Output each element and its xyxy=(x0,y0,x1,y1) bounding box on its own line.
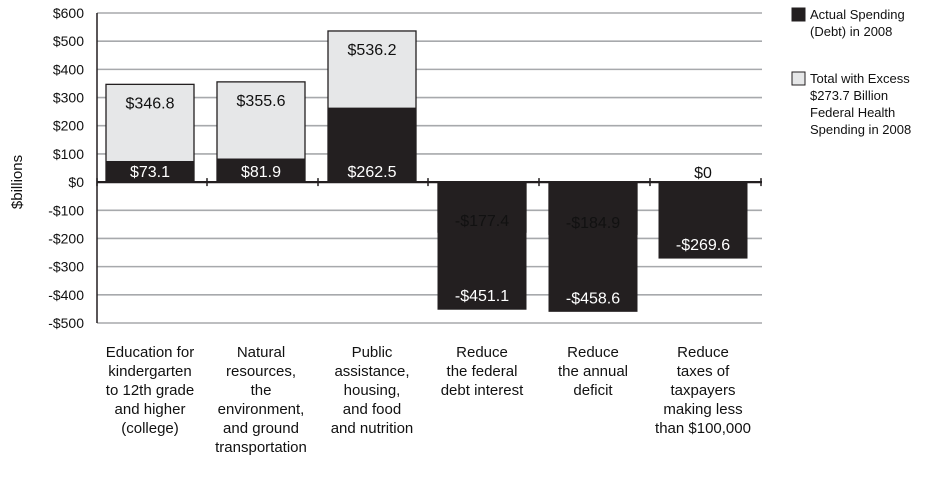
gridlines xyxy=(97,12,762,324)
y-tick-label: -$200 xyxy=(48,230,84,246)
bar-actual xyxy=(548,181,638,312)
category-label: Education for kindergarten to 12th grade an… xyxy=(106,344,194,437)
y-tick-label: $100 xyxy=(53,146,84,162)
bar-actual xyxy=(437,181,527,310)
data-label-actual: $262.5 xyxy=(348,164,397,181)
y-tick-label: $400 xyxy=(53,61,84,77)
y-tick-label: -$400 xyxy=(48,287,84,303)
data-label-actual: -$269.6 xyxy=(676,237,730,254)
legend-swatch-actual xyxy=(791,7,806,22)
legend: Actual Spending (Debt) in 2008 Total with … xyxy=(791,7,911,137)
bar-actual xyxy=(658,181,748,259)
category-label: Public assistance, housing, and food and nut… xyxy=(331,344,414,437)
bars xyxy=(105,30,748,312)
legend-label: Actual Spending (Debt) in 2008 xyxy=(810,7,905,39)
y-tick-label: $500 xyxy=(53,33,84,49)
data-label-total: $536.2 xyxy=(348,42,397,59)
y-axis-title: $billions xyxy=(9,155,26,209)
category-label: Reduce the federal debt interest xyxy=(441,344,524,399)
data-label-actual: -$451.1 xyxy=(455,288,509,305)
data-label-total: -$184.9 xyxy=(566,215,620,232)
data-label-actual: $81.9 xyxy=(241,164,281,181)
y-tick-label: -$500 xyxy=(48,315,84,331)
zero-axis xyxy=(96,178,762,187)
y-tick-label: -$100 xyxy=(48,202,84,218)
data-label-total: $346.8 xyxy=(126,95,175,112)
data-label-total: -$177.4 xyxy=(455,213,509,230)
data-label-actual: -$458.6 xyxy=(566,290,620,307)
y-tick-label: $0 xyxy=(68,174,84,190)
y-tick-label: -$300 xyxy=(48,259,84,275)
data-labels: $346.8 $73.1 $355.6 $81.9 $536.2 $262.5 -$177.… xyxy=(126,42,731,307)
legend-swatch-total xyxy=(791,71,806,86)
y-tick-label: $200 xyxy=(53,118,84,134)
y-tick-label: $300 xyxy=(53,90,84,106)
category-label: Reduce the annual deficit xyxy=(558,344,628,399)
y-tick-label: $600 xyxy=(53,5,84,21)
data-label-actual: $73.1 xyxy=(130,164,170,181)
data-label-total: $355.6 xyxy=(237,93,286,110)
bar-actual xyxy=(327,107,417,183)
legend-label: Total with Excess $273.7 Billion Federal H… xyxy=(810,71,911,137)
category-label: Reduce taxes of taxpayers making less than $… xyxy=(655,344,751,437)
category-label: Natural resources, the environment, and grou… xyxy=(215,344,307,456)
category-labels: Education for kindergarten to 12th grade an… xyxy=(106,344,751,456)
y-axis: $600 $500 $400 $300 $200 $100 $0 -$100 -$200 -$30… xyxy=(48,5,98,331)
data-label-total: $0 xyxy=(694,165,712,182)
